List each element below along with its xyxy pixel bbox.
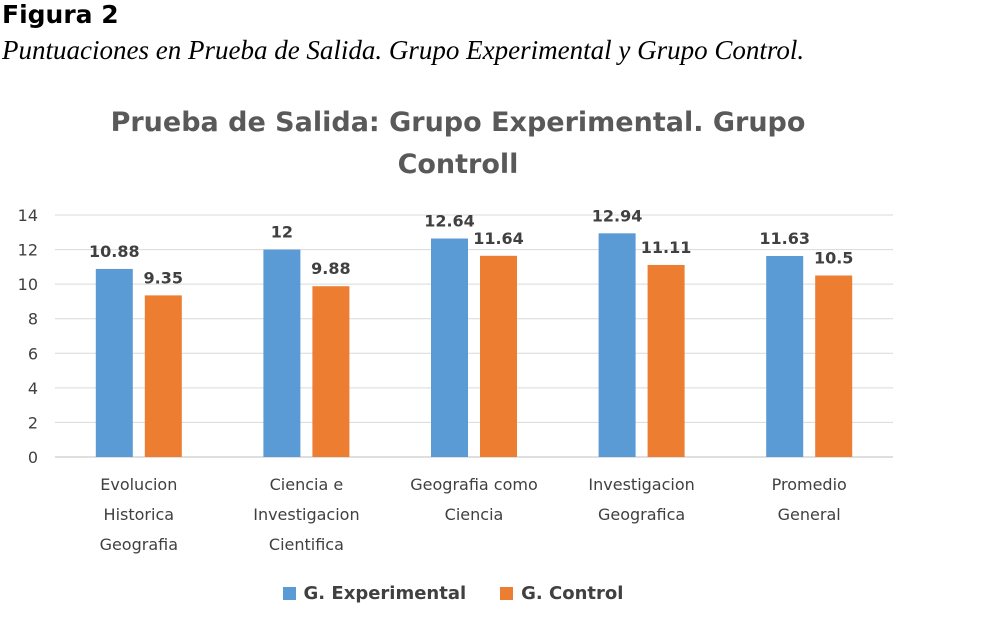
legend-label-control: G. Control xyxy=(521,583,624,604)
data-label-control-0: 9.35 xyxy=(144,268,183,287)
data-label-control-1: 9.88 xyxy=(311,259,350,278)
y-tick-label-10: 10 xyxy=(18,275,38,294)
category-label-0-line-1: Historica xyxy=(104,505,175,524)
legend-swatch-experimental xyxy=(282,587,296,600)
y-tick-label-6: 6 xyxy=(28,344,38,363)
chart-title: Prueba de Salida: Grupo Experimental. Gr… xyxy=(110,107,806,180)
y-tick-label-2: 2 xyxy=(28,413,38,432)
data-label-control-4: 10.5 xyxy=(814,249,853,268)
data-label-experimental-3: 12.94 xyxy=(592,206,643,225)
data-label-experimental-1: 12 xyxy=(271,223,293,242)
category-label-2-line-1: Ciencia xyxy=(445,505,504,524)
data-label-experimental-4: 11.63 xyxy=(759,229,810,248)
y-tick-label-14: 14 xyxy=(18,206,38,225)
figure-label: Figura 2 xyxy=(2,0,119,29)
category-label-2-line-0: Geografia como xyxy=(410,475,538,494)
bar-experimental-0 xyxy=(95,268,133,457)
y-tick-label-4: 4 xyxy=(28,379,38,398)
category-label-4-line-1: General xyxy=(778,505,841,524)
y-tick-label-0: 0 xyxy=(28,448,38,467)
category-label-0-line-0: Evolucion xyxy=(100,475,177,494)
bar-control-4 xyxy=(815,275,853,457)
category-label-1-line-0: Ciencia e xyxy=(270,475,344,494)
data-label-control-3: 11.11 xyxy=(641,238,692,257)
data-label-control-2: 11.64 xyxy=(473,229,524,248)
category-label-3-line-0: Investigacion xyxy=(588,475,694,494)
bar-experimental-2 xyxy=(431,238,468,457)
bar-experimental-1 xyxy=(263,249,301,457)
legend-item-control: G. Control xyxy=(500,583,623,604)
legend-swatch-control xyxy=(500,587,514,600)
y-tick-label-12: 12 xyxy=(18,241,38,260)
bar-control-1 xyxy=(312,286,350,457)
category-label-1-line-1: Investigacion xyxy=(253,505,359,524)
bar-experimental-4 xyxy=(766,255,804,457)
legend-item-experimental: G. Experimental xyxy=(282,583,467,604)
bar-control-3 xyxy=(647,264,685,457)
category-label-0-line-2: Geografia xyxy=(100,535,178,554)
bar-control-0 xyxy=(144,295,182,457)
category-label-4-line-0: Promedio xyxy=(772,475,847,494)
data-label-experimental-0: 10.88 xyxy=(89,242,140,261)
figure-caption: Puntuaciones en Prueba de Salida. Grupo … xyxy=(2,35,805,65)
legend-label-experimental: G. Experimental xyxy=(303,583,467,604)
bar-experimental-3 xyxy=(598,233,636,457)
category-label-1-line-2: Cientifica xyxy=(269,535,344,554)
y-tick-label-8: 8 xyxy=(28,310,38,329)
data-label-experimental-2: 12.64 xyxy=(424,212,475,231)
bar-control-2 xyxy=(480,255,517,457)
category-label-3-line-1: Geografica xyxy=(598,505,685,524)
chart-legend: G. Experimental G. Control xyxy=(0,583,996,604)
